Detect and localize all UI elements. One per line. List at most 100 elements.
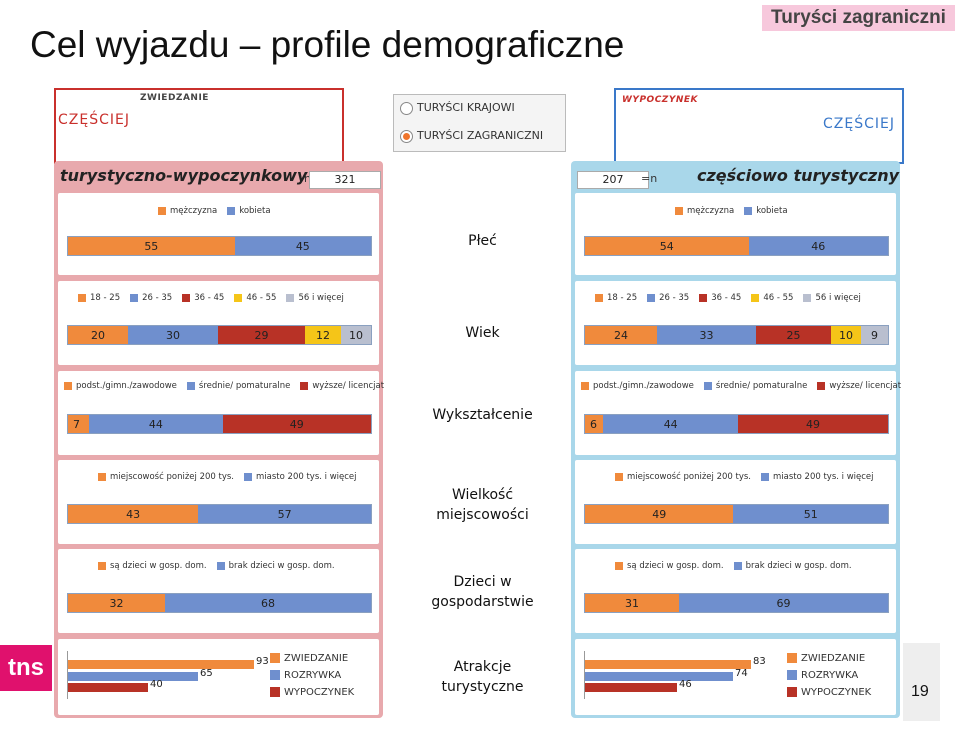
- legend-item: miejscowość poniżej 200 tys.: [615, 472, 751, 482]
- bar-segment: 44: [603, 415, 739, 433]
- legend-label: miejscowość poniżej 200 tys.: [110, 472, 235, 482]
- legend-label: kobieta: [239, 206, 271, 216]
- bar-segment: 43: [68, 505, 199, 523]
- bar-segment: 24: [585, 326, 657, 344]
- chart-card: 18 - 25 26 - 35 36 - 45 46 - 55 56 i więcej 2…: [58, 281, 379, 365]
- legend-swatch: [761, 472, 770, 481]
- legend-swatch: [98, 472, 106, 481]
- attraction-value: 65: [200, 668, 213, 679]
- bar-segment: 44: [89, 415, 223, 433]
- legend-item: wyższe/ licencjat: [817, 381, 901, 391]
- legend-label: są dzieci w gosp. dom.: [110, 561, 207, 571]
- panel-right-title: częściowo turystyczny: [697, 166, 900, 185]
- legend-label: mężczyzna: [687, 206, 735, 216]
- chart-legend: miejscowość poniżej 200 tys. miasto 200 t…: [98, 472, 367, 482]
- attraction-legend-item: ROZRYWKA: [270, 670, 341, 681]
- chart-card: miejscowość poniżej 200 tys. miasto 200 t…: [575, 460, 896, 544]
- attraction-value: 83: [753, 656, 766, 667]
- legend-label: ZWIEDZANIE: [801, 653, 866, 664]
- header-left-label: ZWIEDZANIE: [140, 93, 209, 103]
- legend-swatch: [182, 293, 191, 302]
- legend-item: miejscowość poniżej 200 tys.: [98, 472, 234, 482]
- legend-label: 56 i więcej: [298, 293, 344, 303]
- bar-segment: 46: [748, 237, 888, 255]
- radio-option-domestic[interactable]: TURYŚCI KRAJOWI: [400, 101, 515, 115]
- attraction-legend-item: ZWIEDZANIE: [787, 653, 865, 664]
- attractions-axis: [584, 651, 585, 699]
- legend-swatch: [803, 293, 812, 302]
- legend-item: wyższe/ licencjat: [300, 381, 384, 391]
- stacked-bar: 43 57: [67, 504, 372, 524]
- header-left-value: CZĘŚCIEJ: [58, 112, 130, 128]
- chart-legend: mężczyzna kobieta: [675, 206, 798, 216]
- legend-label: 36 - 45: [711, 293, 742, 303]
- legend-swatch: [270, 670, 280, 680]
- legend-swatch: [787, 670, 797, 680]
- legend-label: 26 - 35: [659, 293, 690, 303]
- legend-label: są dzieci w gosp. dom.: [627, 561, 724, 571]
- legend-label: średnie/ pomaturalne: [715, 381, 808, 391]
- legend-item: 36 - 45: [699, 293, 741, 303]
- chart-card: miejscowość poniżej 200 tys. miasto 200 t…: [58, 460, 379, 544]
- legend-label: 18 - 25: [607, 293, 638, 303]
- legend-label: 26 - 35: [142, 293, 173, 303]
- legend-label: podst./gimn./zawodowe: [76, 381, 177, 391]
- legend-swatch: [78, 293, 86, 302]
- stacked-bar: 32 68: [67, 593, 372, 613]
- bar-segment: 45: [234, 237, 371, 255]
- attraction-legend-item: ROZRYWKA: [787, 670, 858, 681]
- attraction-legend-item: WYPOCZYNEK: [270, 687, 354, 698]
- chart-legend: podst./gimn./zawodowe średnie/ pomaturaln…: [64, 381, 394, 391]
- bar-segment: 49: [585, 505, 734, 523]
- legend-item: mężczyzna: [675, 206, 734, 216]
- chart-legend: są dzieci w gosp. dom. brak dzieci w gosp…: [615, 561, 862, 571]
- legend-swatch: [130, 293, 139, 302]
- chart-card: podst./gimn./zawodowe średnie/ pomaturaln…: [58, 371, 384, 455]
- legend-item: kobieta: [744, 206, 788, 216]
- attractions-axis: [67, 651, 68, 699]
- legend-item: brak dzieci w gosp. dom.: [216, 561, 335, 571]
- category-label: Płeć: [468, 233, 497, 249]
- legend-label: 36 - 45: [194, 293, 225, 303]
- chart-card: są dzieci w gosp. dom. brak dzieci w gosp…: [58, 549, 379, 633]
- attraction-bar: [68, 683, 148, 692]
- bar-segment: 25: [756, 326, 831, 344]
- legend-label: średnie/ pomaturalne: [198, 381, 291, 391]
- legend-swatch: [751, 293, 760, 302]
- page-number-box: 19: [903, 643, 940, 721]
- radio-option-foreign[interactable]: TURYŚCI ZAGRANICZNI: [400, 129, 543, 143]
- chart-legend: 18 - 25 26 - 35 36 - 45 46 - 55 56 i więcej: [595, 293, 871, 303]
- legend-label: ZWIEDZANIE: [284, 653, 349, 664]
- legend-item: 36 - 45: [182, 293, 224, 303]
- attraction-value: 40: [150, 679, 163, 690]
- legend-item: 18 - 25: [78, 293, 120, 303]
- legend-item: 26 - 35: [647, 293, 689, 303]
- panel-left-n-box: 321: [309, 171, 381, 189]
- header-box-right: WYPOCZYNEK CZĘŚCIEJ: [614, 88, 904, 164]
- chart-legend: są dzieci w gosp. dom. brak dzieci w gosp…: [98, 561, 345, 571]
- legend-item: 46 - 55: [751, 293, 793, 303]
- radio-label-domestic: TURYŚCI KRAJOWI: [417, 101, 515, 114]
- legend-swatch: [300, 381, 309, 390]
- bar-segment: 55: [68, 237, 235, 255]
- bar-segment: 20: [68, 326, 128, 344]
- legend-swatch: [270, 687, 280, 697]
- legend-swatch: [244, 472, 253, 481]
- legend-label: ROZRYWKA: [284, 670, 342, 681]
- stacked-bar: 49 51: [584, 504, 889, 524]
- legend-label: miejscowość poniżej 200 tys.: [627, 472, 752, 482]
- legend-item: mężczyzna: [158, 206, 217, 216]
- legend-item: miasto 200 tys. i więcej: [761, 472, 874, 482]
- attraction-legend-item: WYPOCZYNEK: [787, 687, 871, 698]
- page-title: Cel wyjazdu – profile demograficzne: [30, 24, 625, 65]
- panel-right-n-label: =n: [641, 172, 658, 185]
- bar-segment: 54: [585, 237, 749, 255]
- legend-item: 46 - 55: [234, 293, 276, 303]
- attraction-value: 93: [256, 656, 269, 667]
- bar-segment: 10: [341, 326, 371, 344]
- legend-label: mężczyzna: [170, 206, 218, 216]
- legend-swatch: [581, 381, 589, 390]
- attraction-value: 46: [679, 679, 692, 690]
- legend-label: miasto 200 tys. i więcej: [773, 472, 874, 482]
- bar-segment: 6: [585, 415, 604, 433]
